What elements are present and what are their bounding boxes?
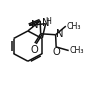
Text: O: O <box>31 45 38 55</box>
Text: N: N <box>31 20 38 30</box>
Text: CH₃: CH₃ <box>66 22 81 31</box>
Text: N: N <box>42 18 50 28</box>
Text: CH₃: CH₃ <box>69 46 83 55</box>
Text: H: H <box>46 17 52 26</box>
Text: O: O <box>52 47 60 57</box>
Text: N: N <box>56 29 64 39</box>
